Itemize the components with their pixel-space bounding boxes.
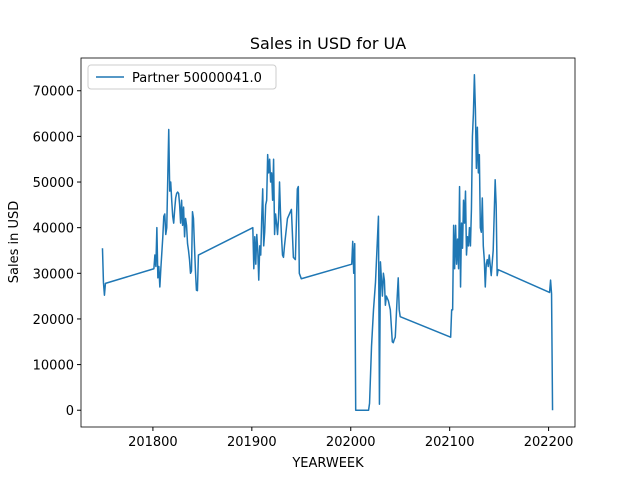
legend-label: Partner 50000041.0: [132, 71, 262, 86]
y-tick-label: 50000: [33, 176, 74, 191]
y-tick-label: 40000: [33, 222, 74, 237]
y-axis-label: Sales in USD: [7, 201, 22, 284]
x-tick-label: 202200: [524, 435, 574, 450]
y-tick-label: 70000: [33, 85, 74, 100]
x-tick-label: 202100: [425, 435, 475, 450]
y-tick-label: 10000: [33, 359, 74, 374]
x-tick-label: 202000: [326, 435, 376, 450]
y-tick-label: 30000: [33, 267, 74, 282]
y-tick-label: 60000: [33, 130, 74, 145]
x-axis-label: YEARWEEK: [291, 456, 364, 471]
x-tick-label: 201900: [227, 435, 277, 450]
legend-box: [87, 64, 277, 90]
chart-title: Sales in USD for UA: [250, 34, 406, 53]
x-tick-label: 201800: [128, 435, 178, 450]
y-tick-label: 20000: [33, 313, 74, 328]
y-tick-label: 0: [66, 404, 74, 419]
plot-frame: [80, 57, 576, 428]
line-series: [101, 74, 554, 411]
